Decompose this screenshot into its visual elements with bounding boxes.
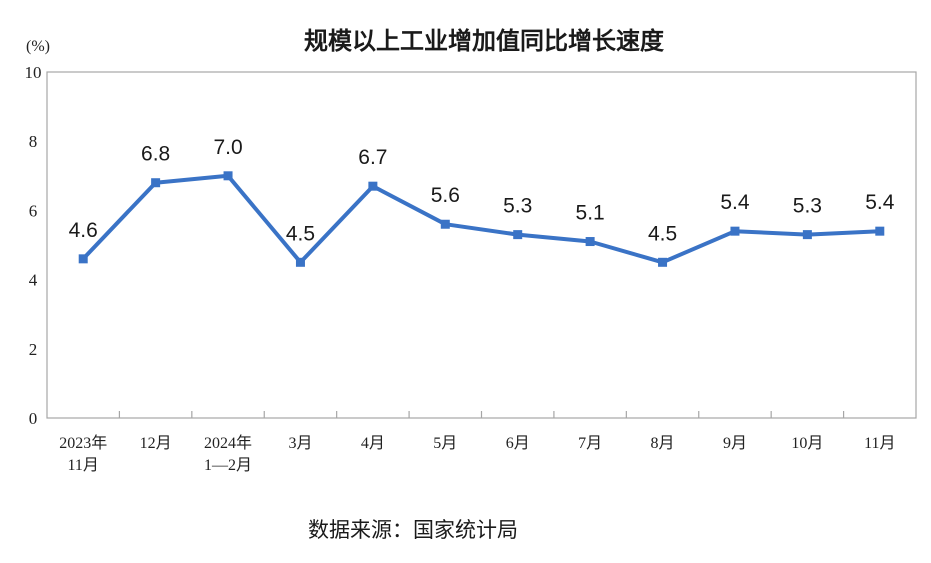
- y-tick-label: 4: [29, 271, 38, 290]
- data-value-label: 6.7: [358, 146, 387, 169]
- data-value-label: 5.3: [503, 195, 532, 218]
- data-point-marker: [875, 226, 885, 236]
- x-tick-label: 8月: [651, 435, 675, 452]
- data-value-label: 5.3: [793, 195, 822, 218]
- data-value-label: 4.5: [648, 222, 677, 245]
- y-axis: 0 2 4 6 8 10: [25, 63, 42, 428]
- x-tick-label: 3月: [288, 435, 312, 452]
- series-growth-rate: [78, 171, 885, 267]
- y-tick-label: 6: [29, 201, 38, 220]
- x-tick-label: 1—2月: [204, 457, 252, 474]
- data-value-label: 7.0: [213, 136, 242, 159]
- data-point-marker: [223, 171, 233, 181]
- data-point-marker: [513, 230, 523, 240]
- x-tick-label: 10月: [791, 435, 823, 452]
- x-tick-label: 2023年: [59, 434, 107, 452]
- data-value-label: 5.4: [720, 191, 750, 214]
- data-point-marker: [585, 237, 595, 247]
- x-tick-label: 9月: [723, 435, 747, 452]
- data-point-marker: [730, 226, 740, 236]
- x-tick-label: 2024年: [204, 434, 252, 452]
- data-value-label: 4.6: [69, 219, 98, 242]
- y-tick-label: 10: [25, 63, 42, 82]
- data-point-marker: [802, 230, 812, 240]
- data-point-marker: [78, 254, 88, 264]
- data-labels: 4.6 6.8 7.0 4.5 6.7 5.6 5.3 5.1 4.5 5.4 5.3 5.4: [69, 136, 895, 246]
- y-tick-label: 0: [29, 409, 38, 428]
- data-point-marker: [151, 178, 161, 188]
- data-value-label: 4.5: [286, 222, 315, 245]
- data-point-marker: [368, 181, 378, 191]
- data-value-label: 5.6: [431, 184, 460, 207]
- data-value-label: 5.1: [576, 202, 605, 225]
- data-source-note: 数据来源：国家统计局: [308, 518, 518, 542]
- data-point-marker: [295, 257, 305, 267]
- data-point-marker: [440, 219, 450, 229]
- x-tick-label: 5月: [433, 435, 457, 452]
- series-line: [81, 173, 882, 265]
- x-tick-label: 11月: [67, 457, 98, 474]
- data-value-label: 5.4: [865, 191, 895, 214]
- x-tick-label: 7月: [578, 435, 602, 452]
- plot-area-frame: [46, 71, 917, 419]
- y-axis-unit-label: (%): [26, 38, 50, 55]
- y-tick-label: 2: [29, 340, 38, 359]
- x-axis: 2023年 11月 12月 2024年 1—2月 3月 4月 5月 6月 7月 8月 9月 10月 11月: [59, 411, 896, 474]
- chart-title: 规模以上工业增加值同比增长速度: [304, 27, 665, 55]
- y-tick-label: 8: [29, 132, 38, 151]
- x-tick-label: 4月: [361, 435, 385, 452]
- data-value-label: 6.8: [141, 143, 170, 166]
- data-point-marker: [658, 257, 668, 267]
- x-tick-label: 6月: [506, 435, 530, 452]
- x-tick-label: 11月: [864, 435, 895, 452]
- x-tick-label: 12月: [140, 435, 172, 452]
